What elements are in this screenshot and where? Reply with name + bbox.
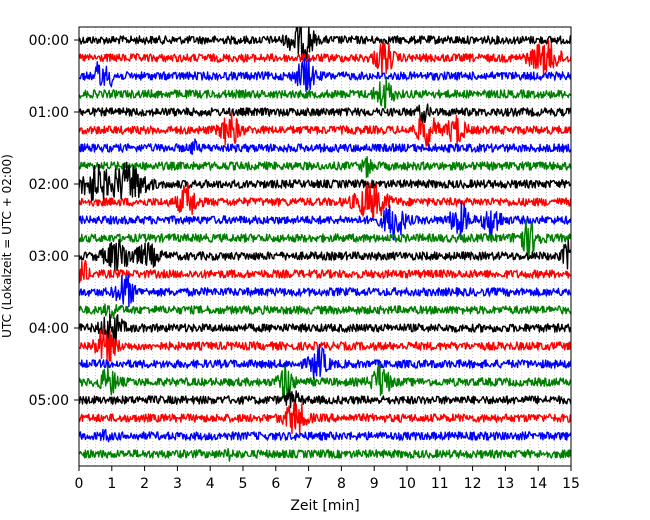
trace-0330	[79, 274, 571, 308]
trace-0315	[79, 259, 571, 284]
plot-frame	[78, 26, 572, 467]
x-tick-label: 7	[304, 476, 313, 492]
x-tick-label: 12	[464, 476, 482, 492]
x-tick-label: 15	[562, 476, 580, 492]
trace-0500	[79, 388, 571, 412]
x-tick-label: 1	[107, 476, 116, 492]
trace-0200	[79, 161, 571, 202]
x-axis: 0 1 2 3 4 5 6 7 8 9 10 11 12 13 14 15	[75, 466, 580, 492]
trace-0030	[79, 57, 571, 93]
x-tick-label: 5	[239, 476, 248, 492]
x-tick-label: 11	[431, 476, 449, 492]
y-tick-label: 04:00	[29, 321, 69, 337]
x-tick-label: 13	[496, 476, 514, 492]
trace-0130	[79, 138, 571, 156]
trace-0545	[79, 448, 571, 462]
y-tick-label: 00:00	[29, 33, 69, 49]
trace-0100	[79, 103, 571, 125]
x-axis-title: Zeit [min]	[290, 498, 359, 514]
y-tick-label: 02:00	[29, 177, 69, 193]
y-tick-label: 01:00	[29, 105, 69, 121]
x-tick-label: 9	[370, 476, 379, 492]
trace-0245	[79, 219, 571, 258]
y-tick-label: 03:00	[29, 249, 69, 265]
x-tick-label: 14	[529, 476, 547, 492]
trace-0445	[79, 363, 571, 400]
grid-lines	[86, 27, 564, 466]
y-tick-label: 05:00	[29, 393, 69, 409]
trace-0215	[79, 182, 571, 220]
trace-0230	[79, 200, 571, 241]
trace-0045	[79, 78, 571, 109]
x-tick-label: 0	[75, 476, 84, 492]
trace-0300	[79, 238, 571, 272]
trace-0115	[79, 111, 571, 147]
x-tick-label: 4	[206, 476, 215, 492]
trace-0400	[79, 314, 571, 344]
trace-0015	[79, 39, 571, 78]
trace-0345	[79, 303, 571, 319]
x-tick-label: 10	[398, 476, 416, 492]
trace-0530	[79, 428, 571, 443]
y-axis-title: UTC (Lokalzeit = UTC + 02:00)	[0, 154, 14, 338]
x-tick-label: 6	[271, 476, 280, 492]
trace-0430	[79, 344, 571, 380]
x-tick-label: 2	[140, 476, 149, 492]
trace-0000	[79, 27, 571, 63]
trace-0415	[79, 327, 571, 362]
x-tick-label: 3	[173, 476, 182, 492]
trace-0145	[79, 156, 571, 178]
y-axis: 00:00 01:00 02:00 03:00 04:00 05:00	[29, 33, 79, 409]
trace-0515	[79, 401, 571, 435]
trace-group	[79, 27, 571, 462]
x-tick-label: 8	[337, 476, 346, 492]
